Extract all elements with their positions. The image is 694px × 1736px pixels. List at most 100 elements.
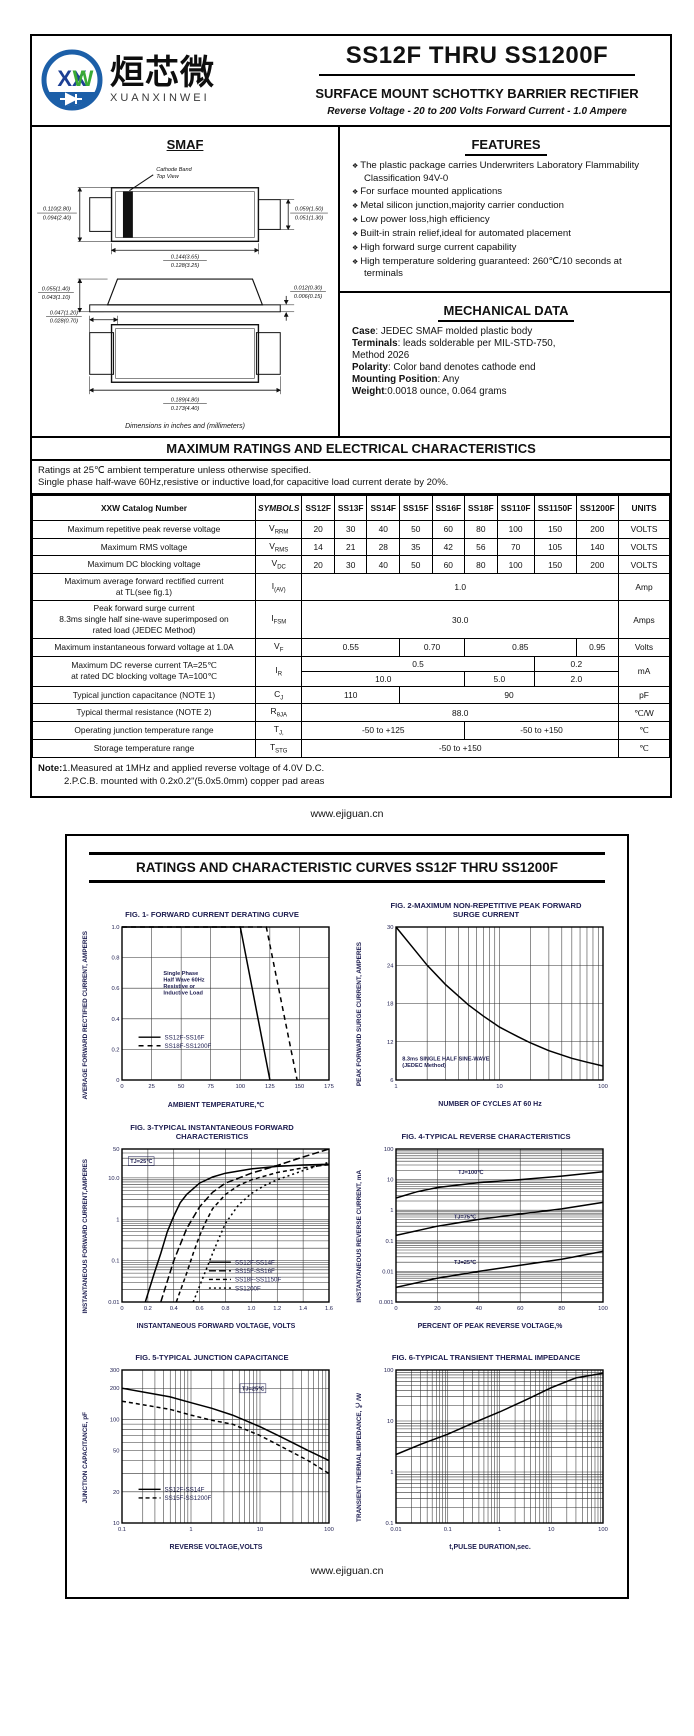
- table-notes: Note:1.Measured at 1MHz and applied reve…: [32, 758, 670, 796]
- symbol-cell: TSTG: [254, 738, 303, 758]
- fig1-caption: FIG. 1- FORWARD CURRENT DERATING CURVE: [125, 909, 299, 919]
- fig4-y-axis-label: INSTANTANEOUS REVERSE CURRENT, mA: [356, 1170, 363, 1303]
- symbol-cell: TJ,: [254, 721, 303, 740]
- parameter-cell: Maximum instantaneous forward voltage at…: [32, 638, 256, 657]
- feature-item: Low power loss,high efficiency: [352, 214, 660, 227]
- fig1-x-tick: 175: [324, 1084, 334, 1090]
- table-row: Typical thermal resistance (NOTE 2) RθJA 8…: [32, 703, 670, 723]
- parameter-cell: Storage temperature range: [32, 738, 256, 758]
- symbol-cell: VDC: [254, 555, 303, 575]
- mechanical-row: Mounting Position: Any: [352, 374, 460, 385]
- value-cell: 50: [399, 520, 433, 539]
- note-label: Note:: [38, 762, 63, 774]
- fig2-y-tick: 6: [390, 1078, 393, 1084]
- fig3-y-axis-label: INSTANTANEOUS FORWARD CURRENT,AMPERES: [82, 1159, 89, 1314]
- svg-text:0.110(2.80): 0.110(2.80): [43, 207, 71, 213]
- symbol-cell: RθJA: [254, 703, 303, 723]
- parameter-cell: Typical junction capacitance (NOTE 1): [32, 685, 256, 705]
- fig2-series-line: [395, 926, 604, 1067]
- fig1-y-tick: 0.4: [111, 1016, 120, 1022]
- feature-item: Metal silicon junction,majority carrier …: [352, 200, 660, 213]
- fig1-y-tick: 1.0: [111, 925, 119, 931]
- symbol-cell: VRRM: [254, 520, 303, 539]
- fig6-y-tick: 10: [387, 1419, 393, 1425]
- svg-text:0.094(2.40): 0.094(2.40): [43, 216, 72, 222]
- value-cell: 0.5: [301, 655, 535, 672]
- company-logo: XX W 烜芯微 XUANXINWEI: [40, 48, 298, 112]
- table-col-header: SS15F: [399, 495, 433, 521]
- website-link-2[interactable]: www.ejiguan.cn: [310, 1564, 384, 1577]
- fig1-y-tick: 0.2: [111, 1047, 119, 1053]
- fig1-x-tick: 125: [265, 1084, 275, 1090]
- ratings-table: XXW Catalog Number SYMBOLS SS12F SS13F SS14F…: [32, 495, 670, 758]
- unit-cell: pF: [618, 685, 670, 705]
- unit-cell: VOLTS: [618, 555, 670, 575]
- fig5-y-axis-label: JUNCTION CAPACITANCE, pF: [82, 1411, 89, 1504]
- unit-cell: Amps: [618, 600, 670, 640]
- fig6-caption: FIG. 6-TYPICAL TRANSIENT THERMAL IMPEDAN…: [391, 1352, 581, 1362]
- feature-item: The plastic package carries Underwriters…: [352, 160, 660, 184]
- fig1-series-line: [122, 925, 271, 1080]
- device-description: SURFACE MOUNT SCHOTTKY BARRIER RECTIFIER: [315, 86, 639, 101]
- fig1-x-tick: 50: [178, 1084, 184, 1090]
- fig4-y-tick: 0.1: [385, 1238, 393, 1244]
- table-col-header: UNITS: [618, 495, 670, 521]
- features-section: FEATURES The plastic package carries Und…: [340, 127, 670, 293]
- fig1-x-tick: 25: [148, 1084, 154, 1090]
- fig3-series-line: [192, 1160, 330, 1302]
- company-name-cn: 烜芯微: [110, 53, 215, 92]
- ratings-condition-1: Ratings at 25℃ ambient temperature unles…: [38, 465, 312, 476]
- value-cell: -50 to +150: [301, 738, 619, 758]
- value-cell: 30.0: [301, 600, 619, 640]
- package-name: SMAF: [166, 137, 204, 152]
- fig6-x-tick: 1: [498, 1527, 501, 1533]
- value-cell: 200: [575, 555, 620, 575]
- fig3-y-tick: 0.1: [111, 1258, 119, 1264]
- table-row: Maximum DC reverse current TA=25℃ at rate…: [32, 655, 670, 687]
- table-row: Maximum DC blocking voltage VDC 20 30 40 50 60…: [32, 555, 670, 575]
- fig4-x-tick: 60: [517, 1306, 523, 1312]
- fig2-caption: FIG. 2-MAXIMUM NON-REPETITIVE PEAK FORWA…: [390, 900, 582, 919]
- fig4-figure: FIG. 4-TYPICAL REVERSE CHARACTERISTICS IN…: [351, 1123, 621, 1330]
- mechanical-data-title: MECHANICAL DATA: [352, 303, 660, 322]
- value-cell: 60: [431, 520, 466, 539]
- value-cell: 88.0: [301, 703, 619, 723]
- fig1-y-axis-label: AVERAGE FORWARD RECTIFIED CURRENT, AMPER…: [82, 930, 89, 1100]
- table-row: Maximum instantaneous forward voltage at…: [32, 638, 670, 657]
- value-cell: -50 to +150: [464, 721, 619, 740]
- fig5-plot: 0.1 1 10 100 10 20 50 100 200 300 TJ=25℃ SS12F-SS14…: [110, 1368, 334, 1533]
- fig6-series-line: [395, 1372, 604, 1455]
- value-cell: 56: [464, 537, 498, 557]
- fig3-caption: FIG. 3-TYPICAL INSTANTANEOUS FORWARD CHAR…: [130, 1122, 294, 1141]
- logo-mark-icon: XX W: [41, 49, 103, 110]
- fig4-x-tick: 0: [394, 1306, 397, 1312]
- fig5-legend-label: SS15F-SS1200F: [165, 1495, 212, 1502]
- value-cell: 0.70: [399, 638, 466, 657]
- feature-item: High forward surge current capability: [352, 242, 660, 255]
- fig2-x-tick: 10: [496, 1084, 502, 1090]
- value-cell: 105: [533, 537, 577, 557]
- value-cell: 70: [496, 537, 535, 557]
- fig4-y-tick: 100: [384, 1147, 394, 1153]
- fig5-legend-label: SS12F-SS14F: [165, 1486, 205, 1493]
- fig3-plot: 0 0.2 0.4 0.6 0.8 1.0 1.2 1.4 1.6 0.01 0.1 1 10.0 50 T…: [108, 1147, 333, 1312]
- fig3-x-tick: 0.6: [196, 1306, 204, 1312]
- value-cell: 200: [575, 520, 620, 539]
- fig5-y-tick: 100: [110, 1417, 120, 1423]
- fig3-x-tick: 0.2: [144, 1306, 152, 1312]
- fig3-y-tick: 10.0: [108, 1175, 119, 1181]
- table-col-header: SS1150F: [533, 495, 577, 521]
- fig5-y-tick: 50: [113, 1448, 119, 1454]
- value-cell: 50: [399, 555, 433, 575]
- mechanical-row: Weight:0.0018 ounce, 0.064 grams: [352, 386, 507, 397]
- fig5-x-tick: 100: [324, 1527, 334, 1533]
- package-drawing: Cathode Band Top View 0.110(2.80) 0.094(…: [37, 167, 328, 412]
- website-link[interactable]: www.ejiguan.cn: [310, 807, 384, 820]
- datasheet: XX W 烜芯微 XUANXINWEI SS12F THRU SS120: [0, 34, 694, 1599]
- fig3-x-tick: 0.4: [170, 1306, 179, 1312]
- svg-text:0.043(1.10): 0.043(1.10): [42, 295, 71, 301]
- value-cell: 30: [333, 555, 368, 575]
- fig4-y-tick: 1: [390, 1208, 393, 1214]
- title-rule: [319, 74, 635, 76]
- characteristic-curves: FIG. 1- FORWARD CURRENT DERATING CURVE AV…: [67, 887, 627, 1555]
